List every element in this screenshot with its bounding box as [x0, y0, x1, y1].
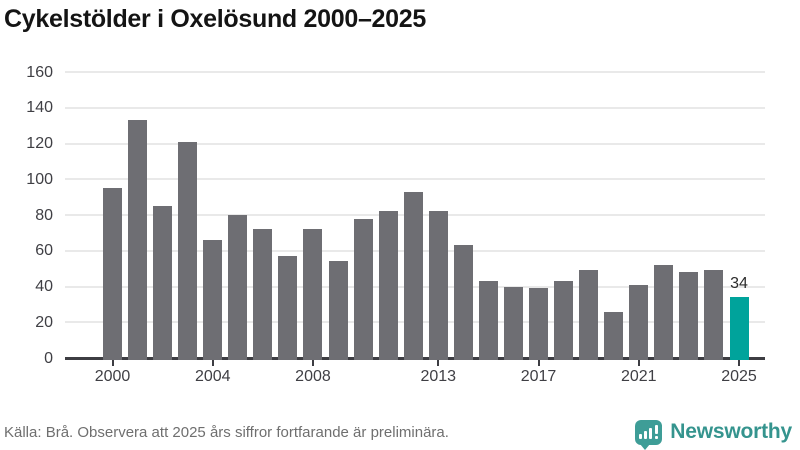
x-tick-2021 [637, 359, 640, 366]
bar-2025 [729, 297, 749, 360]
newsworthy-logo: Newsworthy [635, 417, 792, 450]
gridline-100 [65, 178, 765, 181]
bar-chart-bubble-icon [635, 419, 663, 450]
gridline-120 [65, 142, 765, 145]
x-tick-2025 [738, 359, 740, 366]
bar-2001 [128, 120, 148, 360]
bar-2015 [478, 281, 498, 360]
bar-2000 [103, 188, 122, 360]
x-tick-2008 [311, 359, 314, 366]
x-tick-2017 [537, 359, 540, 366]
bar-2014 [453, 245, 473, 360]
bar-2017 [529, 288, 549, 360]
newsworthy-wordmark: Newsworthy [670, 420, 792, 443]
plot-area: 0 20 40 60 80 100 120 140 160 2000 2004 2008 2013 201… [26, 64, 765, 385]
bar-2016 [503, 286, 523, 360]
exclamation-icon [655, 424, 659, 439]
bar-2022 [654, 265, 674, 360]
x-axis-label-2017: 2017 [520, 368, 557, 385]
icon-bar-medium [644, 430, 648, 439]
bar-2018 [554, 281, 574, 360]
bar-2003 [178, 141, 198, 360]
bar-2023 [679, 272, 699, 360]
x-tick-2004 [211, 359, 214, 366]
source-note: Källa: Brå. Observera att 2025 års siffr… [4, 424, 449, 441]
y-axis-label-120: 120 [26, 135, 53, 152]
bar-2021 [629, 284, 649, 360]
x-axis-label-2021: 2021 [620, 368, 657, 385]
y-axis-label-40: 40 [35, 278, 53, 295]
bar-2020 [604, 311, 624, 360]
value-label-2025: 34 [730, 275, 748, 293]
gridline-140 [65, 106, 765, 109]
bar-2024 [704, 270, 724, 360]
x-axis-label-2000: 2000 [94, 368, 131, 385]
bar-2002 [153, 206, 173, 360]
bar-2010 [353, 218, 373, 360]
bar-2019 [579, 270, 599, 360]
chart-title: Cykelstölder i Oxelösund 2000–2025 [4, 5, 426, 33]
x-axis-label-2025: 2025 [721, 368, 757, 385]
bar-2005 [228, 215, 248, 360]
x-axis-label-2008: 2008 [295, 368, 331, 385]
y-axis-label-140: 140 [26, 99, 53, 117]
bar-2006 [253, 229, 273, 360]
x-tick-2000 [111, 359, 114, 366]
bar-2008 [303, 229, 323, 360]
y-axis-label-0: 0 [44, 349, 53, 367]
bar-2007 [278, 256, 298, 360]
bar-2012 [403, 191, 423, 360]
y-axis-label-80: 80 [35, 206, 53, 224]
y-axis-label-160: 160 [26, 63, 53, 81]
x-axis-label-2013: 2013 [420, 368, 457, 385]
bar-2004 [203, 240, 223, 360]
y-axis-label-100: 100 [26, 170, 53, 188]
icon-bar-small [639, 433, 643, 439]
x-axis-label-2004: 2004 [194, 368, 231, 385]
x-tick-2013 [437, 359, 440, 366]
y-axis-label-20: 20 [35, 313, 53, 331]
gridline-160 [65, 71, 765, 73]
y-axis-label-60: 60 [35, 242, 53, 260]
bar-2011 [378, 211, 398, 360]
icon-bar-tall [649, 427, 653, 439]
bar-2009 [328, 261, 348, 360]
bar-2013 [428, 211, 448, 360]
